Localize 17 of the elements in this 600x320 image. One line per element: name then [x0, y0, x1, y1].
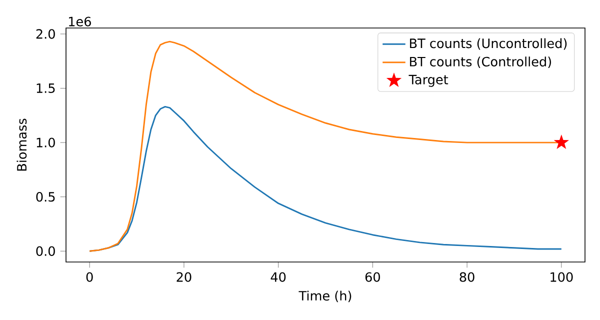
y-tick-label: 1.0	[36, 138, 55, 148]
x-axis-title: Time (h)	[298, 290, 352, 302]
y-tick-label: 0.0	[36, 246, 55, 256]
x-tick-label: 40	[270, 272, 286, 282]
x-tick-label: 20	[176, 272, 192, 282]
y-tick-label: 0.5	[36, 192, 55, 202]
x-tick-label: 100	[550, 272, 573, 282]
legend-label: Target	[408, 74, 448, 87]
legend-label: BT counts (Controlled)	[410, 56, 552, 68]
x-tick-label: 0	[86, 272, 93, 282]
y-axis-title: Biomass	[16, 118, 27, 171]
x-tick-label: 60	[365, 272, 380, 282]
y-tick-label: 1.5	[36, 84, 55, 94]
y-tick-label: 2.0	[36, 29, 55, 39]
legend-label: BT counts (Uncontrolled)	[410, 38, 567, 50]
x-tick-label: 80	[460, 272, 474, 282]
text: 1e6	[69, 16, 91, 26]
